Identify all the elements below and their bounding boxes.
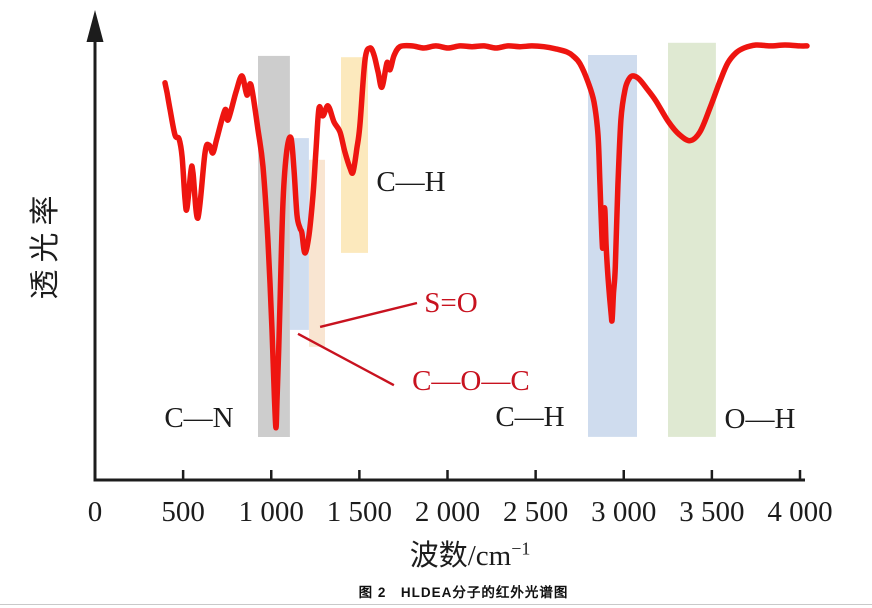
leader-c-o-c <box>297 332 395 387</box>
x-tick-label: 4 000 <box>767 496 832 528</box>
spectrum-curve <box>162 42 810 431</box>
x-tick-label: 2 500 <box>503 496 568 528</box>
y-axis-label: 透光率 <box>29 188 62 300</box>
x-tick-label: 1 500 <box>327 496 392 528</box>
leader-s-o <box>319 301 418 329</box>
x-tick-label: 500 <box>161 496 205 528</box>
x-tick-label: 3 500 <box>679 496 744 528</box>
bottom-divider <box>0 604 872 605</box>
label-c-o-c: C—O—C <box>412 365 530 397</box>
figure-caption: 图 2 HLDEA分子的红外光谱图 <box>358 585 569 600</box>
x-axis-title: 波数/cm−1 <box>115 532 825 574</box>
x-tick-label: 3 000 <box>591 496 656 528</box>
x-tick-label: 1 000 <box>239 496 304 528</box>
y-axis-arrow-icon <box>86 10 104 42</box>
label-c-h-bend: C—H <box>376 166 445 198</box>
x-axis-title-text: 波数/cm <box>409 540 512 572</box>
x-tick-label: 0 <box>88 496 103 528</box>
label-o-h: O—H <box>725 403 796 435</box>
x-tick-label: 2 000 <box>415 496 480 528</box>
label-s-o: S=O <box>424 287 477 319</box>
x-axis-title-superscript: −1 <box>511 538 531 559</box>
label-c-h-stretch: C—H <box>495 401 564 433</box>
ir-spectrum-plot: 0 500 1 000 1 500 2 000 2 500 3 000 3 500 4 000 C… <box>86 10 833 528</box>
band-o-h <box>668 42 716 437</box>
label-c-n: C—N <box>164 402 233 434</box>
